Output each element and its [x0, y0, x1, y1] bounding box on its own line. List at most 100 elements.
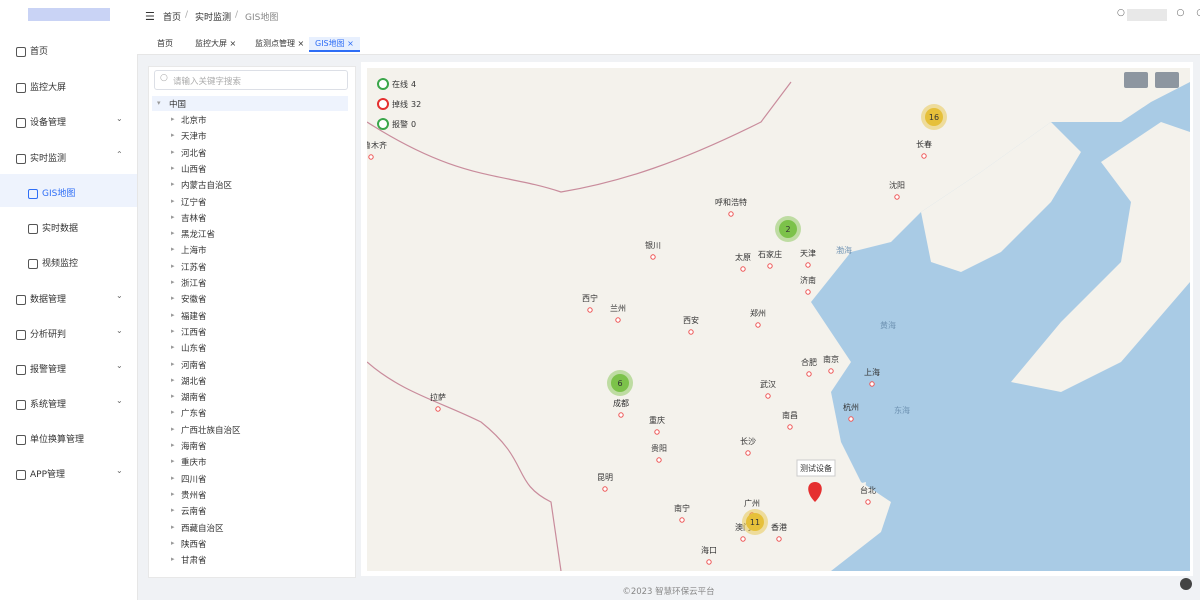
- tree-item[interactable]: 内蒙古自治区: [181, 181, 233, 192]
- tab-label: 监测点管理: [255, 39, 295, 48]
- menu-item[interactable]: 实时监测: [30, 154, 67, 164]
- legend-count: 4: [411, 80, 416, 89]
- city-dot: [767, 263, 773, 269]
- city-dot: [865, 499, 871, 505]
- layer-button[interactable]: [1155, 72, 1179, 88]
- tree-item[interactable]: 辽宁省: [181, 197, 207, 208]
- user[interactable]: [1127, 9, 1167, 21]
- tree-item[interactable]: 甘肃省: [181, 556, 207, 567]
- tree-caret: ▸: [171, 229, 175, 238]
- menu-toggle[interactable]: ☰: [145, 10, 155, 23]
- tree-root[interactable]: 中国: [169, 100, 187, 110]
- tree-item[interactable]: 北京市: [181, 116, 207, 126]
- menu-item[interactable]: 设备管理: [30, 118, 67, 128]
- tree-caret: ▸: [171, 375, 175, 384]
- tab-close[interactable]: ×: [344, 39, 354, 48]
- city-label: 合肥: [801, 357, 817, 367]
- menu-icon: [16, 295, 26, 305]
- city-dot: [776, 536, 782, 542]
- menu-item[interactable]: 单位换算管理: [30, 435, 85, 445]
- menu-item[interactable]: 视频监控: [42, 259, 79, 269]
- city-dot: [755, 322, 761, 328]
- tree-caret: ▸: [171, 424, 175, 433]
- chat-button[interactable]: [1180, 578, 1192, 590]
- menu-item[interactable]: 监控大屏: [30, 83, 67, 93]
- tree-item[interactable]: 江西省: [181, 327, 207, 338]
- tree-item[interactable]: 海南省: [181, 442, 207, 452]
- tree-item[interactable]: 吉林省: [181, 213, 207, 224]
- tree-item[interactable]: 江苏省: [181, 262, 207, 273]
- tree-item[interactable]: 福建省: [181, 311, 207, 322]
- city-dot: [921, 153, 927, 159]
- tree-item[interactable]: 上海市: [181, 246, 207, 257]
- device-marker: [808, 482, 822, 502]
- tree-item[interactable]: 黑龙江省: [181, 230, 216, 241]
- tree-item[interactable]: 浙江省: [181, 279, 207, 289]
- menu-item[interactable]: 分析研判: [30, 330, 67, 340]
- menu-icon: [16, 365, 26, 375]
- city-dot: [602, 486, 608, 492]
- city-dot: [650, 254, 656, 260]
- menu-item[interactable]: APP管理: [30, 470, 66, 480]
- tree-item[interactable]: 广东省: [181, 409, 207, 420]
- city-dot: [894, 194, 900, 200]
- breadcrumb-sep: /: [235, 10, 239, 20]
- city-dot: [654, 429, 660, 435]
- menu-icon: [16, 118, 26, 128]
- tree-item[interactable]: 湖南省: [181, 393, 207, 404]
- tree-item[interactable]: 云南省: [181, 507, 207, 518]
- tree-item[interactable]: 河北省: [181, 148, 207, 159]
- legend-count: 0: [411, 120, 416, 129]
- menu-item[interactable]: 首页: [30, 47, 49, 57]
- breadcrumb-item[interactable]: 实时监测: [195, 13, 232, 23]
- tree-item[interactable]: 天津市: [181, 132, 207, 143]
- tree-caret: ▸: [171, 506, 175, 515]
- chevron: ⌄: [116, 326, 123, 335]
- legend-count: 32: [411, 100, 421, 109]
- sea-label: 东海: [894, 405, 910, 415]
- tree-item[interactable]: 安徽省: [181, 295, 207, 306]
- tree-item[interactable]: 湖北省: [181, 376, 207, 387]
- tab[interactable]: GIS地图 ×: [309, 37, 360, 52]
- city-label: 郑州: [750, 308, 766, 318]
- menu-item[interactable]: 数据管理: [30, 295, 67, 305]
- tab-label: GIS地图: [315, 39, 345, 48]
- city-dot: [615, 317, 621, 323]
- taiwan: [841, 482, 866, 532]
- tab[interactable]: 监测点管理 ×: [249, 37, 310, 50]
- tab-close[interactable]: ×: [227, 39, 237, 48]
- tree-item[interactable]: 四川省: [181, 474, 207, 485]
- city-dot: [806, 371, 812, 377]
- tree-caret: ▸: [171, 310, 175, 319]
- menu-item[interactable]: 报警管理: [30, 365, 67, 375]
- tree-item[interactable]: 西藏自治区: [181, 523, 224, 534]
- city-label: 长春: [916, 139, 932, 149]
- city-dot: [745, 450, 751, 456]
- tree-caret: ▸: [171, 441, 175, 449]
- tree-item[interactable]: 贵州省: [181, 490, 207, 501]
- tab[interactable]: 监控大屏 ×: [189, 37, 242, 50]
- tree-item[interactable]: 广西壮族自治区: [181, 425, 241, 436]
- tree-item[interactable]: 重庆市: [181, 458, 207, 469]
- tab[interactable]: 首页: [151, 37, 179, 50]
- city-dot: [728, 211, 734, 217]
- tree-caret: ▸: [171, 163, 175, 172]
- tree-item[interactable]: 陕西省: [181, 539, 207, 550]
- menu-item[interactable]: 系统管理: [30, 400, 67, 410]
- search-box[interactable]: [154, 70, 348, 90]
- tree-item[interactable]: 河南省: [181, 360, 207, 371]
- city-label: 海口: [701, 545, 717, 555]
- tree-item[interactable]: 山东省: [181, 344, 207, 355]
- zoom-button[interactable]: [1124, 72, 1148, 88]
- tree-item[interactable]: 山西省: [181, 164, 207, 175]
- menu-item[interactable]: 实时数据: [42, 224, 79, 234]
- city-label: 天津: [800, 248, 816, 258]
- city-label: 西宁: [582, 293, 598, 303]
- breadcrumb-item[interactable]: 首页: [163, 13, 182, 23]
- city-label: 石家庄: [758, 249, 782, 259]
- cluster: [746, 513, 764, 531]
- menu-item[interactable]: GIS地图: [42, 189, 76, 199]
- tab-close[interactable]: ×: [295, 39, 305, 48]
